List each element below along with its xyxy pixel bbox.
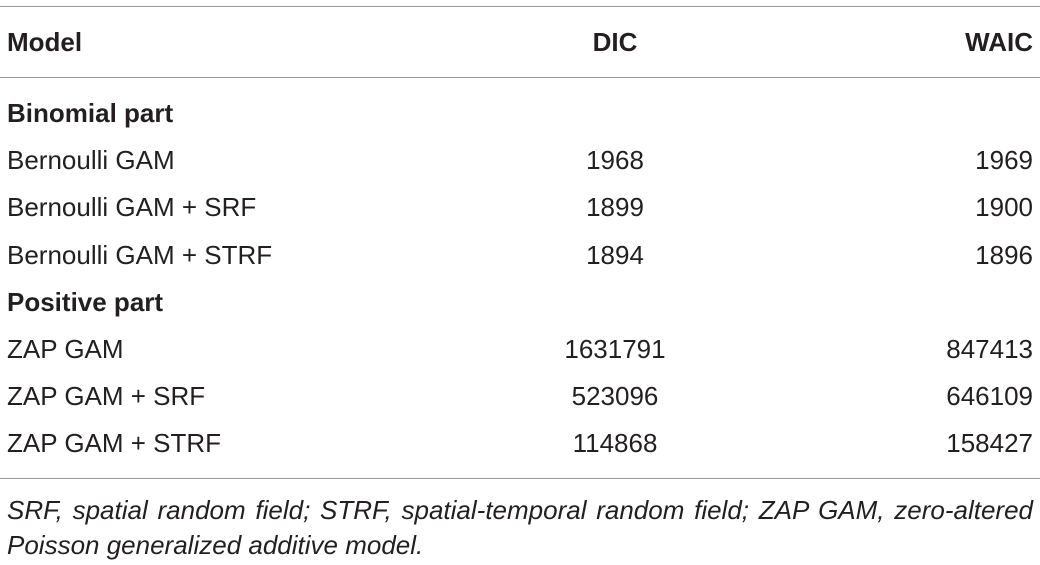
metric-value: 158427 [946, 428, 1033, 459]
metric-value: 523096 [571, 381, 659, 412]
model-name: ZAP GAM + STRF [7, 428, 222, 459]
model-name: ZAP GAM [7, 334, 124, 364]
metric-value: 114868 [572, 428, 658, 459]
metric-value: 1969 [975, 145, 1033, 176]
header-cell: DIC [592, 27, 638, 57]
model-name: Bernoulli GAM + STRF [7, 239, 273, 270]
metric-value: 646109 [946, 381, 1033, 412]
model-name: Bernoulli GAM [7, 145, 175, 176]
header-cell: Model [7, 27, 83, 57]
header-cell: WAIC [965, 27, 1033, 57]
metric-value: 847413 [946, 334, 1033, 364]
model-name: Bernoulli GAM + SRF [7, 192, 257, 223]
bottom-rule [0, 478, 1040, 479]
header-rule [0, 77, 1040, 78]
section-title: Binomial part [7, 98, 174, 128]
metric-value: 1896 [975, 239, 1033, 270]
model-name: ZAP GAM + SRF [7, 381, 206, 412]
metric-value: 1900 [975, 192, 1033, 223]
metric-value: 1968 [586, 145, 644, 176]
section-title: Positive part [7, 286, 164, 317]
metric-value: 1631791 [564, 334, 666, 364]
top-rule [0, 6, 1040, 7]
metric-value: 1899 [586, 192, 644, 223]
metric-value: 1894 [586, 239, 644, 270]
footnote: SRF, spatial random field; STRF, spatial… [7, 495, 1033, 560]
